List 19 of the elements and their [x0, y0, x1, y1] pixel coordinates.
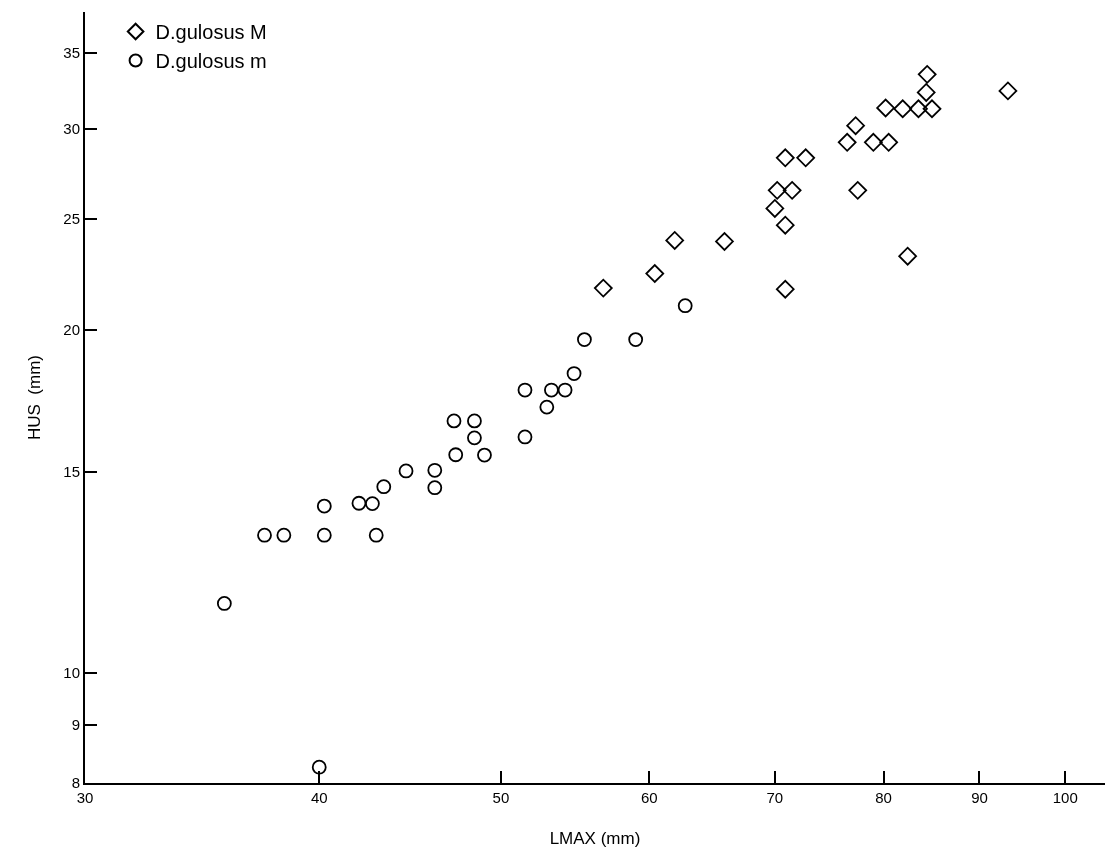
y-tick-label: 25 [63, 210, 80, 228]
x-tick-label: 40 [310, 789, 328, 806]
x-tick-label: 100 [1052, 789, 1078, 806]
x-tick-label: 50 [492, 789, 510, 806]
x-tick-label: 80 [875, 789, 892, 806]
y-tick-label: 20 [63, 320, 80, 338]
x-tick-label: 70 [766, 789, 784, 806]
legend-label: D.gulosus M [155, 21, 267, 44]
y-tick-label: 10 [63, 663, 80, 681]
y-tick-label: 9 [71, 715, 80, 733]
legend-label: D.gulosus m [155, 50, 267, 73]
y-tick-label: 35 [63, 43, 80, 61]
x-axis-title: LMAX (mm) [549, 829, 641, 848]
y-tick-label: 15 [63, 463, 80, 481]
y-axis-title: HUS (mm) [25, 355, 44, 440]
x-tick-label: 90 [971, 789, 988, 806]
y-tick-label: 30 [63, 120, 80, 138]
x-tick-label: 60 [641, 789, 658, 806]
y-tick-label: 8 [71, 774, 80, 792]
